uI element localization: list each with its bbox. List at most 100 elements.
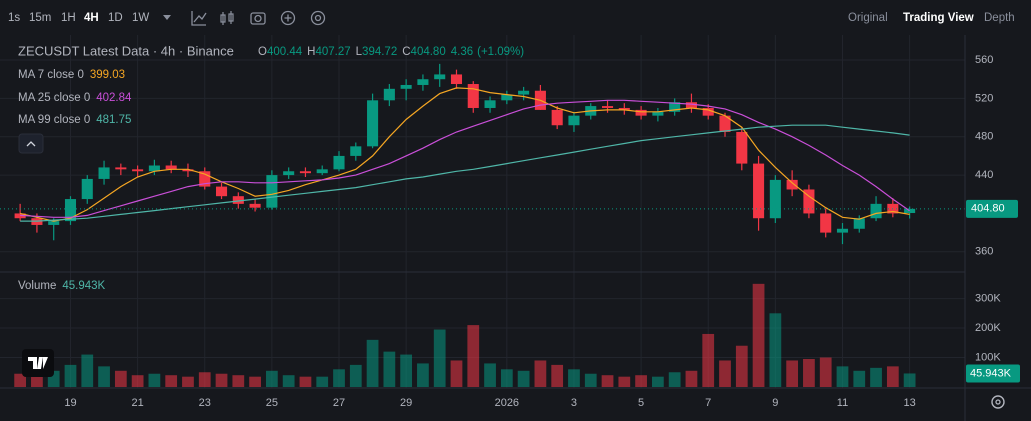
- volume-bar: [568, 369, 580, 387]
- volume-tick-label: 100K: [975, 351, 1001, 363]
- candle-body: [786, 179, 798, 190]
- volume-bar: [903, 373, 916, 387]
- volume-bar: [652, 376, 664, 387]
- candle-body: [551, 109, 563, 126]
- ohlc-key: H: [307, 46, 315, 58]
- candle-body: [803, 189, 815, 214]
- settings-icon[interactable]: [310, 10, 326, 26]
- volume-bar: [81, 354, 94, 387]
- volume-name: Volume: [18, 280, 56, 292]
- volume-bar: [685, 370, 698, 387]
- candle-body: [299, 171, 311, 174]
- candle-body: [232, 196, 244, 204]
- interval[interactable]: 1D: [108, 12, 123, 24]
- x-tick-label: 5: [638, 397, 644, 409]
- candle-body: [568, 115, 580, 126]
- view-tab[interactable]: Trading View: [903, 12, 974, 24]
- volume-bar: [182, 376, 194, 387]
- volume-bar: [836, 366, 849, 387]
- volume-bar: [886, 366, 899, 387]
- ma-name: MA 7 close 0: [18, 69, 84, 81]
- y-tick-label: 520: [975, 92, 993, 104]
- volume-bar: [215, 373, 228, 387]
- interval[interactable]: 4H: [84, 12, 99, 24]
- candle-body: [350, 146, 362, 156]
- x-tick-label: 3: [571, 397, 577, 409]
- last-price-label: 404.80: [971, 203, 1005, 215]
- candle-body: [98, 167, 110, 179]
- volume-bar: [249, 376, 261, 387]
- candle-body: [635, 109, 647, 116]
- ma-value: 402.84: [96, 92, 132, 104]
- candle-body: [249, 203, 261, 208]
- volume-bar: [450, 360, 463, 387]
- volume-bar: [366, 339, 379, 387]
- volume-bar: [148, 373, 161, 387]
- volume-bar: [266, 370, 278, 387]
- ohlc-value: 407.27: [315, 46, 350, 58]
- candle-body: [316, 169, 328, 174]
- x-tick-label: 19: [64, 397, 76, 409]
- candle-type-icon[interactable]: [220, 11, 234, 25]
- x-tick-label: 25: [266, 397, 278, 409]
- x-tick-label: 7: [705, 397, 711, 409]
- volume-bar: [114, 370, 127, 387]
- candle-body: [467, 84, 479, 108]
- ma-name: MA 25 close 0: [18, 92, 90, 104]
- x-tick-label: 23: [199, 397, 211, 409]
- candle-body: [753, 163, 765, 219]
- volume-bar: [786, 360, 799, 387]
- x-tick-label: 9: [772, 397, 778, 409]
- volume-bar: [417, 363, 429, 387]
- screenshot-icon[interactable]: [250, 12, 266, 25]
- view-tab[interactable]: Depth: [984, 12, 1015, 24]
- candle-body: [215, 186, 228, 197]
- volume-bar: [719, 360, 731, 387]
- volume-bar: [383, 351, 396, 387]
- candle-body: [719, 115, 731, 132]
- volume-bar: [333, 369, 345, 387]
- indicator-icon[interactable]: [191, 11, 207, 26]
- interval[interactable]: 15m: [29, 12, 51, 24]
- dropdown-icon[interactable]: [163, 15, 171, 20]
- candle-body: [618, 107, 630, 110]
- candle-body: [450, 74, 463, 85]
- ohlc-value: 394.72: [362, 46, 397, 58]
- last-volume-tag: [966, 364, 1020, 383]
- add-icon[interactable]: [280, 10, 296, 26]
- volume-bar: [752, 283, 765, 387]
- candle-body: [434, 74, 446, 80]
- change-pct: (+1.09%): [477, 46, 524, 58]
- y-tick-label: 480: [975, 131, 993, 143]
- candle-body: [501, 94, 513, 101]
- ohlc-key: C: [402, 46, 410, 58]
- ohlc-value: 404.80: [411, 46, 446, 58]
- ohlc-value: 400.44: [267, 46, 303, 58]
- volume-bar: [534, 360, 547, 387]
- candle-body: [333, 155, 345, 170]
- chart-title: ZECUSDT Latest Data · 4h · Binance: [18, 43, 234, 58]
- volume-bar: [282, 375, 295, 387]
- settings-gear[interactable]: [991, 395, 1005, 409]
- ma-value: 399.03: [90, 69, 125, 81]
- x-tick-label: 29: [400, 397, 412, 409]
- volume-bar: [702, 333, 715, 387]
- y-tick-label: 360: [975, 246, 993, 258]
- interval[interactable]: 1W: [132, 12, 149, 24]
- logo-mark: [28, 357, 48, 369]
- volume-bar: [819, 357, 832, 387]
- toolbar: 1s 15m 1H 4H 1D 1W Original Trading View…: [8, 10, 1015, 26]
- volume-bar: [400, 354, 413, 387]
- interval[interactable]: 1s: [8, 12, 20, 24]
- view-tab[interactable]: Original: [848, 12, 888, 24]
- y-tick-label: 560: [975, 54, 993, 66]
- volume-bar: [517, 370, 530, 387]
- volume-bar: [870, 367, 882, 387]
- legend: ZECUSDT Latest Data · 4h · Binance O400.…: [18, 43, 524, 292]
- volume-bar: [618, 376, 631, 387]
- collapse-button[interactable]: [18, 133, 44, 154]
- x-tick-label: 27: [333, 397, 345, 409]
- interval[interactable]: 1H: [61, 12, 76, 24]
- candle-body: [132, 169, 144, 172]
- ma-name: MA 99 close 0: [18, 114, 90, 126]
